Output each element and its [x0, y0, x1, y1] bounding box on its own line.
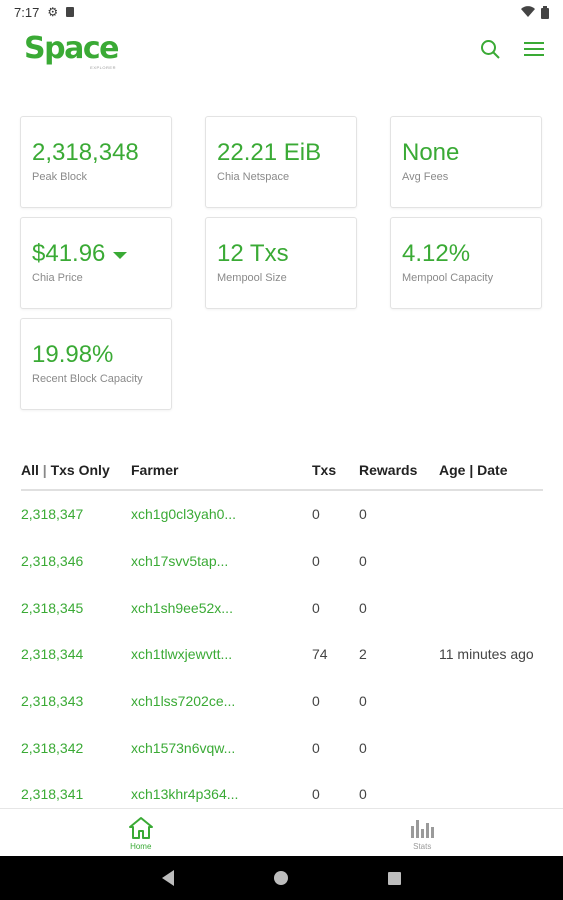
card-value: 2,318,348	[32, 139, 139, 166]
txs-count: 0	[312, 739, 320, 756]
card-mempool-size[interactable]: 12 Txs Mempool Size	[205, 217, 357, 309]
rewards-count: 0	[359, 599, 367, 616]
txs-count: 0	[312, 506, 320, 523]
nav-home-label: Home	[130, 841, 152, 851]
farmer-address-link[interactable]: xch1573n6vqw...	[131, 739, 236, 756]
filter-txs-only-toggle[interactable]: Txs Only	[50, 462, 110, 478]
table-row[interactable]: 2,318,344 xch1tlwxjewvtt... 74 2 11 minu…	[21, 631, 543, 678]
block-height-link[interactable]: 2,318,341	[21, 786, 84, 803]
txs-count: 74	[312, 646, 328, 663]
block-height-link[interactable]: 2,318,345	[21, 599, 84, 616]
nav-home[interactable]: Home	[0, 809, 282, 857]
system-nav-bar	[0, 856, 563, 900]
table-row[interactable]: 2,318,347 xch1g0cl3yah0... 0 0	[21, 491, 543, 538]
home-circle-icon[interactable]	[274, 871, 288, 885]
farmer-address-link[interactable]: xch1g0cl3yah0...	[131, 506, 237, 523]
status-bar: 7:17 ⚙	[0, 0, 563, 24]
back-icon[interactable]	[162, 870, 174, 886]
header-txs: Txs	[312, 462, 337, 478]
txs-count: 0	[312, 553, 320, 570]
header-age-date[interactable]: Age | Date	[439, 462, 508, 478]
card-recent-block-capacity[interactable]: 19.98% Recent Block Capacity	[20, 318, 172, 410]
card-peak-block[interactable]: 2,318,348 Peak Block	[20, 116, 172, 208]
app-logo: Space EXPLORER	[24, 31, 119, 71]
card-label: Chia Netspace	[217, 171, 290, 183]
sd-card-icon	[66, 7, 75, 17]
table-row[interactable]: 2,318,343 xch1lss7202ce... 0 0	[21, 678, 543, 725]
logo-subtext: EXPLORER	[90, 65, 116, 70]
table-row[interactable]: 2,318,346 xch17svv5tap... 0 0	[21, 538, 543, 585]
block-height-link[interactable]: 2,318,343	[21, 693, 84, 710]
nav-stats-label: Stats	[413, 841, 432, 851]
caret-down-icon[interactable]	[113, 251, 128, 259]
table-row[interactable]: 2,318,342 xch1573n6vqw... 0 0	[21, 724, 543, 771]
farmer-address-link[interactable]: xch1tlwxjewvtt...	[131, 646, 233, 663]
search-button[interactable]	[477, 36, 503, 62]
header-farmer: Farmer	[131, 462, 179, 478]
block-height-link[interactable]: 2,318,344	[21, 646, 84, 663]
farmer-address-link[interactable]: xch1sh9ee52x...	[131, 599, 233, 616]
table-header: All | Txs Only Farmer Txs Rewards Age | …	[21, 451, 543, 491]
card-label: Avg Fees	[402, 171, 449, 183]
card-mempool-capacity[interactable]: 4.12% Mempool Capacity	[390, 217, 542, 309]
card-value: 22.21 EiB	[217, 139, 322, 166]
card-label: Peak Block	[32, 171, 88, 183]
card-label: Recent Block Capacity	[32, 373, 143, 385]
card-value: 4.12%	[402, 240, 471, 267]
menu-button[interactable]	[521, 36, 547, 62]
rewards-count: 0	[359, 693, 367, 710]
card-value: $41.96	[32, 240, 106, 267]
farmer-address-link[interactable]: xch13khr4p364...	[131, 786, 239, 803]
logo-text: Space	[24, 31, 119, 66]
block-height-link[interactable]: 2,318,346	[21, 553, 84, 570]
bottom-navigation: Home Stats	[0, 808, 563, 857]
recent-apps-icon[interactable]	[388, 871, 401, 885]
filter-separator: |	[38, 462, 51, 478]
farmer-address-link[interactable]: xch17svv5tap...	[131, 553, 229, 570]
farmer-address-link[interactable]: xch1lss7202ce...	[131, 693, 236, 710]
rewards-count: 2	[359, 646, 367, 663]
filter-all-toggle[interactable]: All	[21, 462, 39, 478]
home-icon	[128, 816, 153, 839]
rewards-count: 0	[359, 739, 367, 756]
card-label: Mempool Size	[217, 272, 287, 284]
rewards-count: 0	[359, 786, 367, 803]
menu-icon	[524, 42, 544, 56]
gear-icon: ⚙	[47, 5, 59, 19]
card-label: Chia Price	[32, 272, 83, 284]
stats-cards: 2,318,348 Peak Block 22.21 EiB Chia Nets…	[20, 116, 544, 410]
card-label: Mempool Capacity	[402, 272, 494, 284]
card-value: None	[402, 139, 460, 166]
card-value: 12 Txs	[217, 240, 289, 267]
rewards-count: 0	[359, 506, 367, 523]
wifi-icon	[521, 6, 535, 18]
card-netspace[interactable]: 22.21 EiB Chia Netspace	[205, 116, 357, 208]
txs-count: 0	[312, 693, 320, 710]
card-chia-price[interactable]: $41.96 Chia Price	[20, 217, 172, 309]
card-value: 19.98%	[32, 341, 114, 368]
rewards-count: 0	[359, 553, 367, 570]
card-avg-fees[interactable]: None Avg Fees	[390, 116, 542, 208]
stats-icon	[411, 819, 435, 838]
table-row[interactable]: 2,318,345 xch1sh9ee52x... 0 0	[21, 584, 543, 631]
header-rewards: Rewards	[359, 462, 418, 478]
txs-count: 0	[312, 599, 320, 616]
block-age: 11 minutes ago	[439, 646, 534, 663]
nav-stats[interactable]: Stats	[282, 809, 563, 857]
status-time: 7:17	[14, 4, 40, 20]
block-height-link[interactable]: 2,318,342	[21, 739, 84, 756]
blocks-table: All | Txs Only Farmer Txs Rewards Age | …	[21, 451, 543, 818]
battery-icon	[541, 5, 549, 19]
txs-count: 0	[312, 786, 320, 803]
table-row[interactable]: 2,318,341 xch13khr4p364... 0 0	[21, 771, 543, 818]
search-icon	[481, 40, 500, 59]
block-height-link[interactable]: 2,318,347	[21, 506, 84, 523]
app-header: Space EXPLORER	[0, 24, 563, 74]
